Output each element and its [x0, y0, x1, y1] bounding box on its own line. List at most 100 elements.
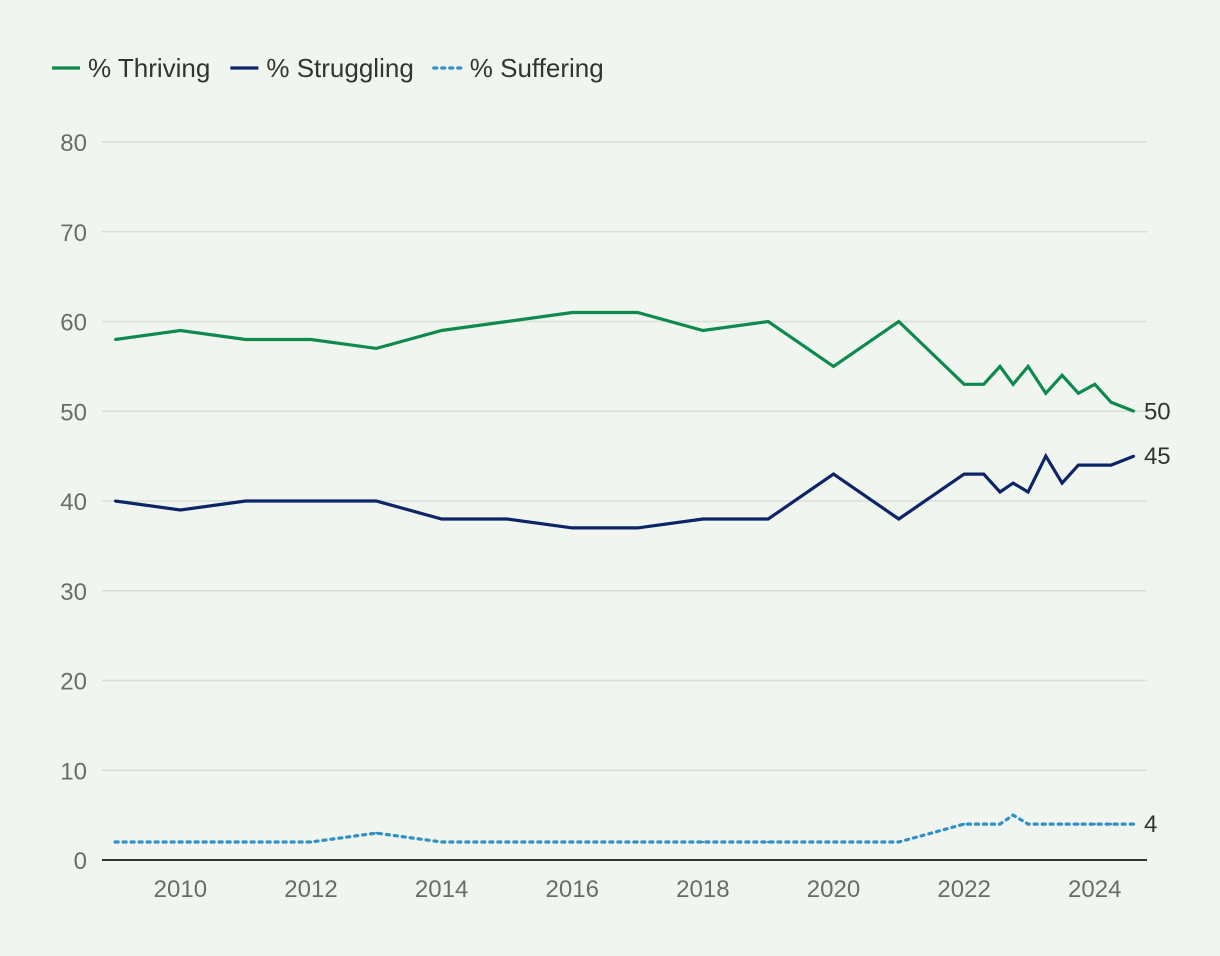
x-tick-label: 2012 — [284, 876, 337, 903]
data-point — [982, 472, 985, 476]
data-point — [962, 472, 966, 476]
data-point — [897, 517, 901, 521]
x-tick-label: 2022 — [937, 876, 990, 903]
data-point — [636, 526, 639, 530]
data-point — [179, 508, 182, 512]
data-point — [1026, 822, 1030, 826]
legend-item-struggling: % Struggling — [230, 53, 414, 83]
data-point — [636, 311, 639, 314]
data-point — [375, 831, 378, 835]
data-point — [962, 383, 966, 386]
data-point — [179, 840, 182, 844]
data-point — [701, 840, 705, 844]
data-point — [1077, 392, 1080, 395]
end-label-thriving: 50 — [1144, 398, 1171, 425]
series-lines — [113, 310, 1136, 844]
x-tick-label: 2014 — [415, 876, 468, 903]
data-point — [1026, 365, 1030, 368]
data-point — [440, 329, 443, 332]
data-point — [113, 338, 117, 341]
data-point — [505, 840, 509, 844]
series-line-suffering — [113, 813, 1136, 844]
x-tick-label: 2018 — [676, 876, 729, 903]
data-point — [179, 329, 182, 332]
data-point — [1109, 463, 1113, 467]
y-gridlines — [102, 141, 1147, 771]
legend-label-struggling: % Struggling — [266, 53, 413, 83]
data-point — [1093, 822, 1096, 826]
data-point — [440, 840, 443, 844]
chart-legend: % Thriving % Struggling % Suffering — [52, 53, 604, 83]
data-point — [1026, 490, 1030, 494]
data-point — [1011, 481, 1015, 485]
y-tick-label: 20 — [60, 669, 87, 696]
data-point — [982, 383, 985, 386]
x-tick-label: 2010 — [154, 876, 207, 903]
data-point — [832, 840, 835, 844]
data-point — [1077, 463, 1080, 467]
data-point — [1060, 374, 1064, 377]
data-point — [1093, 463, 1096, 467]
data-point — [897, 320, 901, 323]
y-tick-label: 30 — [60, 579, 87, 606]
data-point — [375, 347, 378, 350]
data-point — [636, 840, 639, 844]
data-point — [244, 840, 247, 844]
data-point — [244, 499, 247, 503]
series-points-thriving — [113, 311, 1136, 413]
x-axis-ticks: 2010 2012 2014 2016 2018 2020 2022 2024 — [154, 876, 1122, 903]
end-label-suffering: 4 — [1144, 811, 1157, 838]
x-tick-label: 2020 — [807, 876, 860, 903]
data-point — [571, 311, 574, 314]
series-points-suffering — [113, 813, 1136, 844]
data-point — [309, 840, 313, 844]
y-tick-label: 40 — [60, 489, 87, 516]
data-point — [998, 490, 1002, 494]
data-point — [1109, 401, 1113, 404]
end-label-struggling: 45 — [1144, 443, 1171, 470]
data-point — [440, 517, 443, 521]
data-point — [766, 320, 770, 323]
data-point — [1077, 822, 1080, 826]
data-point — [1044, 392, 1047, 395]
legend-item-suffering: % Suffering — [432, 53, 604, 83]
data-point — [1060, 481, 1064, 485]
data-point — [832, 365, 835, 368]
data-point — [998, 365, 1002, 368]
data-point — [113, 840, 117, 844]
y-axis-ticks: 0 10 20 30 40 50 60 70 80 — [60, 130, 87, 875]
legend-label-suffering: % Suffering — [470, 53, 604, 83]
data-point — [1109, 822, 1113, 826]
series-line-struggling — [114, 452, 1135, 530]
data-point — [1011, 383, 1015, 386]
data-point — [375, 499, 378, 503]
data-point — [701, 329, 705, 332]
series-end-labels: 50 45 4 — [1144, 398, 1171, 838]
x-tick-label: 2024 — [1068, 876, 1121, 903]
data-point — [244, 338, 247, 341]
data-point — [1132, 454, 1136, 458]
data-point — [1093, 383, 1096, 386]
data-point — [962, 822, 966, 826]
y-tick-label: 0 — [74, 848, 87, 875]
y-tick-label: 70 — [60, 220, 87, 247]
data-point — [1132, 822, 1136, 826]
data-point — [1044, 822, 1047, 826]
data-point — [505, 320, 509, 323]
data-point — [766, 517, 770, 521]
data-point — [998, 822, 1002, 826]
data-point — [309, 338, 313, 341]
data-point — [1132, 410, 1136, 413]
y-tick-label: 60 — [60, 310, 87, 337]
data-point — [897, 840, 901, 844]
legend-label-thriving: % Thriving — [88, 53, 210, 83]
y-tick-label: 50 — [60, 399, 87, 426]
data-point — [571, 840, 574, 844]
x-tick-label: 2016 — [546, 876, 599, 903]
legend-item-thriving: % Thriving — [52, 53, 210, 83]
y-tick-label: 80 — [60, 130, 87, 157]
data-point — [832, 472, 835, 476]
data-point — [113, 499, 117, 503]
data-point — [505, 517, 509, 521]
